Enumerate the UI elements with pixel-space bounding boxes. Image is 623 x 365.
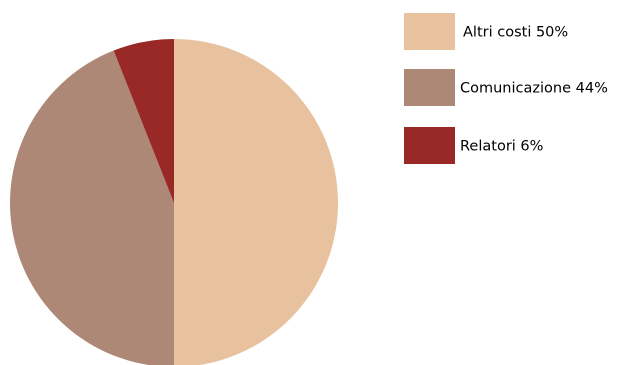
legend-item-1: Altri costi 50% bbox=[404, 13, 568, 50]
pie-slice-1 bbox=[174, 39, 338, 365]
pie-slices bbox=[10, 39, 338, 365]
legend-item-3: Relatori 6% bbox=[404, 127, 543, 164]
legend-item-2: Comunicazione 44% bbox=[404, 69, 608, 106]
pie-slice-2 bbox=[10, 50, 174, 365]
legend-swatch-3 bbox=[404, 127, 455, 164]
legend-label-1: Altri costi 50% bbox=[463, 25, 568, 41]
legend: Altri costi 50% Comunicazione 44% Relatori… bbox=[404, 13, 608, 164]
legend-label-2: Comunicazione 44% bbox=[460, 81, 608, 97]
legend-swatch-2 bbox=[404, 69, 455, 106]
legend-label-3: Relatori 6% bbox=[460, 139, 543, 155]
legend-swatch-1 bbox=[404, 13, 455, 50]
pie-slice-3 bbox=[113, 39, 174, 203]
